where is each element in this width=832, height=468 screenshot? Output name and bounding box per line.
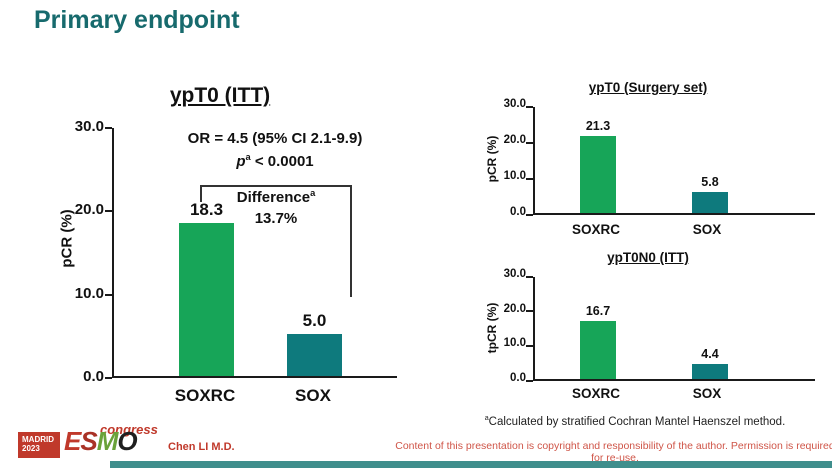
y-tick-label: 20.0: [503, 134, 526, 146]
tick-mark: [526, 106, 533, 108]
bar-group-soxrc: 16.7: [580, 275, 616, 379]
plot-area: 18.3 5.0: [105, 126, 397, 379]
difference-label: Differencea: [236, 188, 316, 206]
tick-mark: [105, 294, 112, 296]
tick-mark: [105, 210, 112, 212]
y-tick-label: 10.0: [503, 170, 526, 182]
y-tick-label: 30.0: [503, 268, 526, 280]
bar-group-soxrc: 18.3: [179, 126, 234, 376]
bar-value-label: 5.0: [302, 311, 327, 330]
x-label-soxrc: SOXRC: [571, 386, 620, 401]
page-title: Primary endpoint: [34, 6, 240, 34]
bar-soxrc: [580, 321, 616, 379]
y-tick-label: 10.0: [503, 337, 526, 349]
y-axis-label: tpCR (%): [485, 302, 499, 354]
tick-mark: [105, 377, 112, 379]
esmo-congress-logo: congress MADRID 2023 ESMO: [16, 420, 176, 462]
chart-ypt0n0-itt: ypT0N0 (ITT) tpCR (%) 30.0 20.0 10.0 0.0…: [440, 245, 832, 410]
x-label-sox: SOX: [692, 222, 722, 237]
x-label-soxrc: SOXRC: [571, 222, 620, 237]
chart-title: ypT0N0 (ITT): [607, 250, 689, 265]
bar-group-sox: 5.8: [692, 105, 728, 213]
x-label-soxrc: SOXRC: [174, 386, 236, 405]
bar-value-label: 5.8: [701, 175, 719, 189]
y-tick-label: 30.0: [74, 118, 104, 135]
difference-bracket-right: [350, 185, 352, 297]
y-tick-label: 10.0: [74, 285, 104, 302]
bottom-accent-bar: [110, 461, 832, 468]
madrid-2023-badge: MADRID 2023: [18, 432, 60, 458]
difference-bracket-left: [200, 185, 202, 202]
tick-mark: [526, 142, 533, 144]
plot-area: 21.3 5.8: [526, 105, 815, 216]
footnote: aCalculated by stratified Cochran Mantel…: [484, 414, 786, 428]
difference-bracket-line: [200, 185, 352, 187]
tick-mark: [526, 214, 533, 216]
tick-mark: [526, 276, 533, 278]
congress-wordmark: congress: [100, 422, 158, 437]
bar-group-soxrc: 21.3: [580, 105, 616, 213]
bar-soxrc: [179, 223, 234, 376]
p-value-annotation: pa < 0.0001: [236, 152, 314, 170]
chart-ypt0-itt: ypT0 (ITT) OR = 4.5 (95% CI 2.1-9.9) pa …: [0, 80, 432, 420]
bar-group-sox: 4.4: [692, 275, 728, 379]
y-tick-label: 20.0: [503, 303, 526, 315]
y-tick-label: 0.0: [83, 368, 104, 385]
chart-title: ypT0 (ITT): [169, 84, 271, 107]
chart-title: ypT0 (Surgery set): [588, 80, 708, 95]
tick-mark: [526, 310, 533, 312]
bar-value-label: 18.3: [189, 200, 224, 219]
tick-mark: [526, 345, 533, 347]
bar-soxrc: [580, 136, 616, 213]
y-tick-label: 20.0: [74, 201, 104, 218]
tick-mark: [526, 178, 533, 180]
bar-group-sox: 5.0: [287, 126, 342, 376]
bar-value-label: 21.3: [585, 119, 611, 133]
esmo-wordmark: ESMO: [64, 426, 138, 456]
author-credit: Chen LI M.D.: [168, 441, 235, 453]
x-label-sox: SOX: [692, 386, 722, 401]
y-axis-label: pCR (%): [485, 135, 499, 183]
y-tick-label: 30.0: [503, 98, 526, 110]
bar-value-label: 16.7: [585, 304, 611, 318]
chart-ypt0-surgery: ypT0 (Surgery set) pCR (%) 30.0 20.0 10.…: [440, 75, 832, 240]
or-annotation: OR = 4.5 (95% CI 2.1-9.9): [187, 130, 363, 147]
bar-sox: [692, 364, 728, 379]
bar-sox: [692, 192, 728, 213]
tick-mark: [526, 380, 533, 382]
x-label-sox: SOX: [295, 386, 331, 405]
bar-sox: [287, 334, 342, 376]
bar-value-label: 4.4: [701, 347, 719, 361]
y-tick-label: 0.0: [510, 372, 526, 384]
tick-mark: [105, 127, 112, 129]
y-tick-label: 0.0: [510, 206, 526, 218]
plot-area: 16.7 4.4: [526, 275, 815, 382]
difference-value: 13.7%: [254, 210, 298, 227]
